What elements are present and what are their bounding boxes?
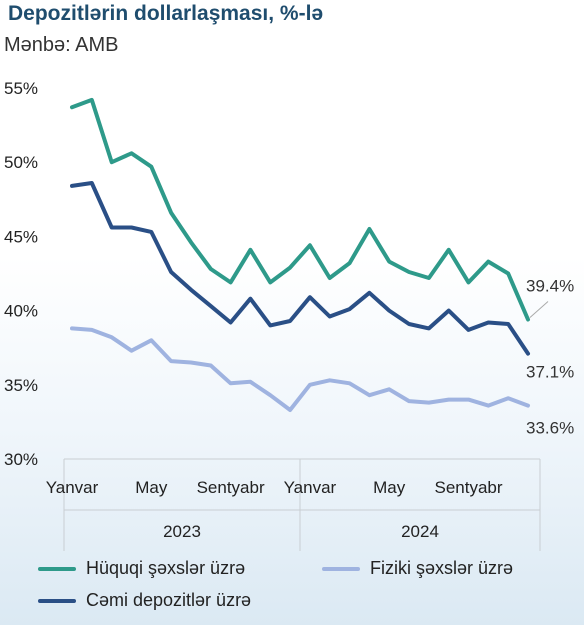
x-tick-label: Sentyabr — [197, 478, 265, 497]
legend-swatch-huquqi — [38, 566, 76, 571]
year-label: 2023 — [163, 522, 201, 541]
legend-label-fiziki: Fiziki şəxslər üzrə — [370, 558, 514, 578]
series-huquqi-line — [70, 97, 530, 322]
x-tick-label: May — [135, 478, 168, 497]
end-label-cemi: 37.1% — [526, 363, 574, 382]
x-tick-label: Yanvar — [284, 478, 337, 497]
legend-item-fiziki: Fiziki şəxslər üzrə — [322, 558, 513, 579]
series-fiziki-line — [70, 326, 530, 412]
y-tick-label: 40% — [4, 302, 38, 321]
chart-source: Mənbə: AMB — [4, 34, 119, 56]
legend-item-cemi: Cəmi depozitlər üzrə — [38, 590, 251, 611]
x-tick-label: Yanvar — [46, 478, 99, 497]
x-tick-label: May — [373, 478, 406, 497]
legend-swatch-fiziki — [322, 566, 360, 571]
x-tick-label: Sentyabr — [434, 478, 502, 497]
legend-swatch-cemi — [38, 598, 76, 603]
legend-item-huquqi: Hüquqi şəxslər üzrə — [38, 558, 245, 579]
y-tick-label: 30% — [4, 450, 38, 469]
series-cemi-line — [70, 181, 530, 356]
legend-label-huquqi: Hüquqi şəxslər üzrə — [86, 558, 246, 578]
end-label-huquqi: 39.4% — [526, 277, 574, 296]
chart-panel — [0, 58, 584, 625]
y-tick-label: 55% — [4, 79, 38, 98]
chart-title: Depozitlərin dollarlaşması, %-lə — [8, 2, 324, 25]
year-label: 2024 — [401, 522, 439, 541]
y-tick-label: 35% — [4, 376, 38, 395]
chart-legend: Hüquqi şəxslər üzrə Fiziki şəxslər üzrə … — [0, 548, 584, 625]
y-tick-label: 45% — [4, 227, 38, 246]
end-label-fiziki: 33.6% — [526, 419, 574, 438]
y-tick-label: 50% — [4, 153, 38, 172]
end-label-leader — [529, 301, 549, 318]
legend-label-cemi: Cəmi depozitlər üzrə — [86, 590, 252, 610]
